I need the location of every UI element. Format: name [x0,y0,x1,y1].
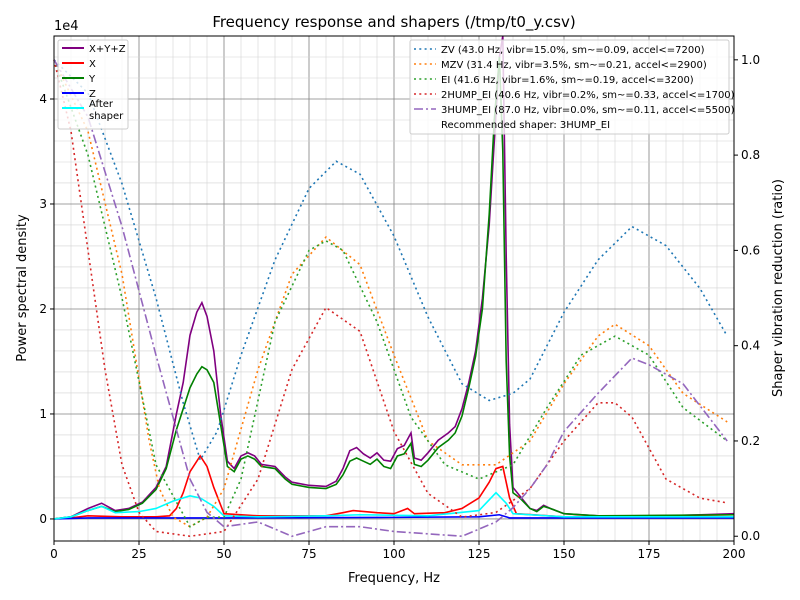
x-tick-label: 100 [383,547,406,561]
legend-shapers [409,39,730,135]
x-tick-label: 75 [301,547,316,561]
y-tick-label: 3 [39,197,47,211]
x-tick-label: 125 [468,547,491,561]
legend-label-y: Y [88,74,96,85]
y2-tick-label: 0.4 [741,339,760,353]
x-axis-label: Frequency, Hz [348,571,440,586]
legend-label-z: Z [89,89,96,100]
legend-label-x: X [89,59,96,70]
y2-axis-label: Shaper vibration reduction (ratio) [771,179,786,397]
y2-tick-label: 0.6 [741,243,760,257]
chart-title: Frequency response and shapers (/tmp/t0_… [212,13,575,32]
psd-line-after [53,491,734,520]
legend-label-zv: ZV (43.0 Hz, vibr=15.0%, sm~=0.09, accel… [441,45,705,56]
psd-line-x-y-z [53,35,735,520]
y2-tick-label: 0.0 [741,529,760,543]
x-tick-label: 175 [638,547,661,561]
y-tick-label: 2 [39,302,47,316]
shaper-line-3hump-ei [53,59,728,538]
shaper-line-mzv [53,59,728,528]
psd-line-y [53,56,735,520]
y-tick-label: 1 [39,407,47,421]
x-tick-label: 150 [553,547,576,561]
y2-tick-label: 1.0 [741,53,760,67]
legend-label-after: After shaper [89,99,124,122]
legend-label-3hump-ei: 3HUMP_EI (87.0 Hz, vibr=0.0%, sm~=0.11, … [441,105,735,116]
psd-line-x [53,454,735,520]
legend-label-ei: EI (41.6 Hz, vibr=1.6%, sm~=0.19, accel<… [441,75,694,86]
x-tick-label: 0 [50,547,58,561]
recommended-shaper-label: Recommended shaper: 3HUMP_EI [441,120,610,131]
y2-tick-label: 0.2 [741,434,760,448]
legend-label-2hump-ei: 2HUMP_EI (40.6 Hz, vibr=0.2%, sm~=0.33, … [441,90,735,101]
y-tick-label: 4 [39,92,47,106]
x-tick-label: 25 [131,547,146,561]
psd-line-z [53,513,734,520]
y-multiplier: 1e4 [54,19,79,34]
y-axis-label: Power spectral density [15,214,30,362]
y2-tick-label: 0.8 [741,148,760,162]
y-tick-label: 0 [39,512,47,526]
legend-label-mzv: MZV (31.4 Hz, vibr=3.5%, sm~=0.21, accel… [441,60,707,71]
x-tick-label: 50 [216,547,231,561]
x-tick-label: 200 [723,547,746,561]
legend-label-x-y-z: X+Y+Z [89,44,126,55]
